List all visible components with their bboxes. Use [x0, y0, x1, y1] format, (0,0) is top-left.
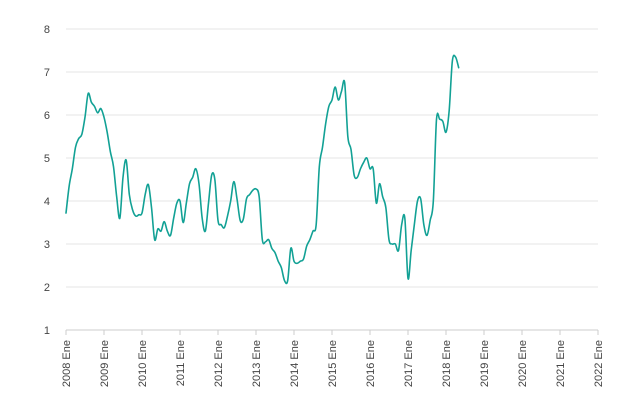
y-tick-label: 8: [44, 24, 50, 36]
y-tick-label: 2: [44, 282, 50, 294]
x-tick-label: 2009 Ene: [99, 340, 111, 387]
y-tick-label: 3: [44, 239, 50, 251]
x-tick-label: 2008 Ene: [61, 340, 73, 387]
x-tick-label: 2017 Ene: [403, 340, 415, 387]
y-axis-ticks: 1 2 3 4 5 6 7 8: [44, 24, 50, 337]
x-axis-ticks: 2008 Ene 2009 Ene 2010 Ene 2011 Ene 2012 Ene…: [61, 330, 605, 387]
x-tick-label: 2021 Ene: [555, 340, 567, 387]
x-tick-label: 2019 Ene: [479, 340, 491, 387]
x-tick-label: 2012 Ene: [213, 340, 225, 387]
x-tick-label: 2015 Ene: [327, 340, 339, 387]
x-tick-label: 2013 Ene: [251, 340, 263, 387]
y-tick-label: 6: [44, 110, 50, 122]
x-tick-label: 2011 Ene: [175, 340, 187, 386]
gridlines: [66, 28, 598, 288]
y-tick-label: 5: [44, 153, 50, 165]
y-tick-label: 7: [44, 67, 50, 79]
x-tick-label: 2020 Ene: [517, 340, 529, 387]
y-tick-label: 4: [44, 196, 50, 208]
x-tick-label: 2014 Ene: [289, 340, 301, 387]
x-tick-label: 2022 Ene: [593, 340, 605, 387]
x-tick-label: 2016 Ene: [365, 340, 377, 387]
x-tick-label: 2018 Ene: [441, 340, 453, 387]
series-layer: [65, 54, 460, 285]
series-line-0: [65, 54, 460, 285]
y-tick-label: 1: [44, 325, 50, 337]
x-tick-label: 2010 Ene: [137, 340, 149, 387]
